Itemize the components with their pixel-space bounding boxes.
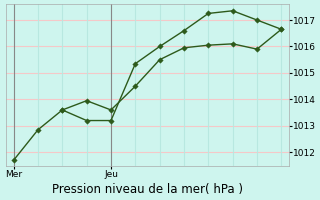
X-axis label: Pression niveau de la mer( hPa ): Pression niveau de la mer( hPa ) <box>52 183 243 196</box>
